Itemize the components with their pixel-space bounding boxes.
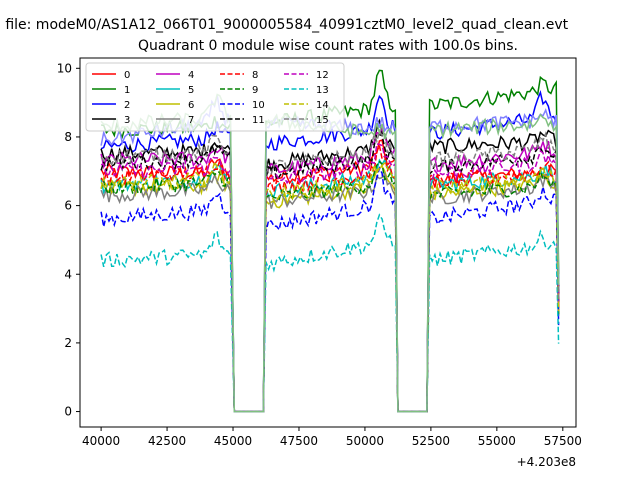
- legend-box: [85, 62, 345, 132]
- x-tick-label-57500: 57500: [544, 434, 582, 448]
- x-tick-label-50000: 50000: [346, 434, 384, 448]
- series-line-11: [100, 132, 560, 413]
- y-tick-label-4: 4: [64, 267, 72, 281]
- series-line-13: [100, 213, 560, 413]
- x-tick-label-52500: 52500: [412, 434, 450, 448]
- y-tick-label-6: 6: [64, 199, 72, 213]
- series-line-14: [100, 159, 560, 413]
- legend-label-11: 11: [252, 115, 265, 126]
- legend-label-13: 13: [316, 85, 329, 96]
- figure-suptitle: n file: modeM0/AS1A12_066T01_9000005584_…: [0, 17, 569, 33]
- series-line-8: [100, 142, 560, 413]
- series-line-0: [100, 139, 560, 413]
- x-tick-label-40000: 40000: [82, 434, 120, 448]
- legend-label-10: 10: [252, 100, 265, 111]
- x-tick-label-45000: 45000: [214, 434, 252, 448]
- legend-label-5: 5: [188, 85, 194, 96]
- series-line-12: [101, 143, 560, 413]
- legend-label-15: 15: [316, 115, 329, 126]
- x-tick-label-47500: 47500: [280, 434, 318, 448]
- y-tick-label-0: 0: [64, 405, 72, 419]
- legend-label-8: 8: [252, 70, 258, 81]
- chart-title: Quadrant 0 module wise count rates with …: [138, 38, 518, 54]
- legend-label-0: 0: [124, 70, 130, 81]
- series-line-4: [100, 126, 560, 413]
- legend-label-9: 9: [252, 85, 258, 96]
- series-line-6: [100, 165, 560, 413]
- legend-label-2: 2: [124, 100, 130, 111]
- series-line-10: [100, 166, 560, 413]
- x-tick-label-42500: 42500: [148, 434, 186, 448]
- legend-label-7: 7: [188, 115, 194, 126]
- series-line-15: [100, 130, 560, 413]
- x-tick-label-55000: 55000: [478, 434, 516, 448]
- y-tick-label-8: 8: [64, 130, 72, 144]
- y-axis: 0 2 4 6 8 10: [57, 61, 80, 419]
- legend-label-4: 4: [188, 70, 194, 81]
- x-axis: 40000 42500 45000 47500 50000 52500 55000 57500: [82, 427, 582, 448]
- y-tick-label-10: 10: [57, 61, 72, 75]
- y-tick-label-2: 2: [64, 336, 72, 350]
- series-line-3: [100, 118, 560, 413]
- legend-label-3: 3: [124, 115, 130, 126]
- plot-frame: [79, 57, 577, 428]
- legend-label-12: 12: [316, 70, 329, 81]
- legend-label-14: 14: [316, 100, 329, 111]
- x-offset-label: +4.203e8: [517, 455, 576, 469]
- legend-label-6: 6: [188, 100, 194, 111]
- legend-label-1: 1: [124, 85, 130, 96]
